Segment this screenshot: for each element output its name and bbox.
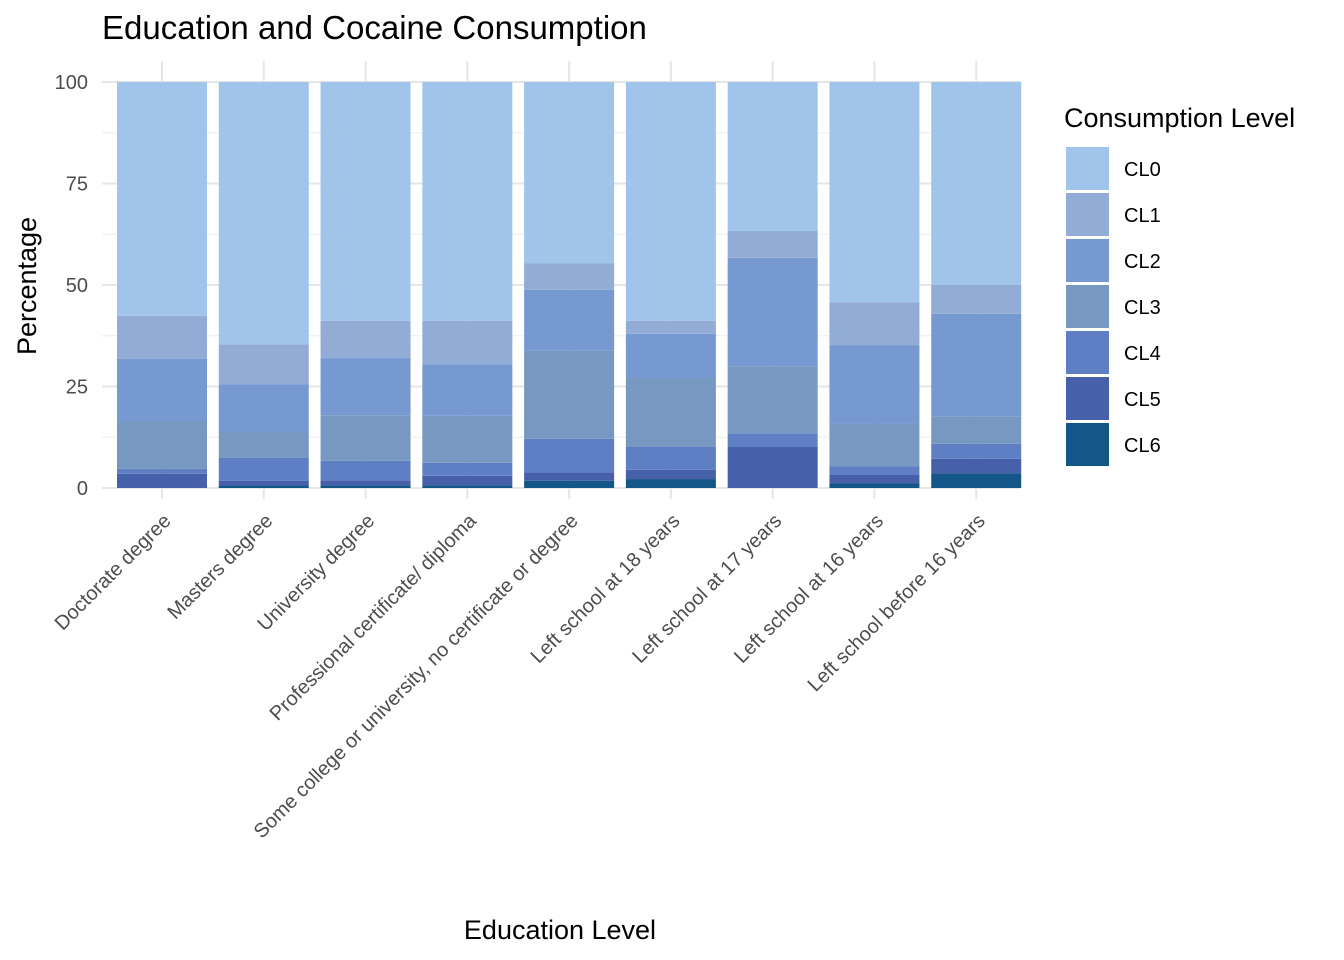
bar-cl2-1	[218, 384, 309, 432]
legend-title: Consumption Level	[1064, 103, 1295, 133]
bar-cl1-3	[422, 320, 513, 365]
bar-cl3-5	[625, 377, 716, 447]
bars-layer	[117, 82, 1022, 488]
bar-cl1-7	[829, 302, 920, 346]
y-axis-title: Percentage	[12, 217, 42, 355]
x-tick-label: Professional certificate/ diploma	[266, 509, 482, 725]
y-tick-label: 100	[55, 72, 88, 94]
bar-cl0-1	[218, 82, 309, 345]
bar-cl5-6	[727, 446, 818, 488]
bar-cl3-0	[117, 421, 207, 469]
bar-cl2-2	[320, 358, 411, 416]
x-tick-label: Masters degree	[163, 510, 277, 624]
bar-cl0-0	[117, 82, 207, 316]
y-tick-label: 0	[77, 478, 88, 500]
bar-cl0-6	[727, 82, 818, 232]
bar-cl3-2	[320, 415, 411, 461]
bar-cl4-2	[320, 460, 411, 481]
bar-cl5-4	[524, 472, 615, 481]
legend-label-cl0: CL0	[1124, 159, 1161, 181]
bar-cl4-8	[931, 443, 1022, 459]
legend-key-cl0	[1066, 147, 1109, 190]
x-axis-title: Education Level	[464, 915, 656, 945]
bar-cl6-3	[422, 485, 513, 488]
bar-cl1-8	[931, 285, 1022, 314]
bar-cl5-5	[625, 469, 716, 480]
bar-cl4-0	[117, 468, 207, 474]
legend-key-cl5	[1066, 377, 1109, 420]
bar-cl0-2	[320, 82, 411, 321]
bar-cl2-5	[625, 333, 716, 378]
bar-cl5-8	[931, 458, 1022, 474]
bar-cl6-4	[524, 480, 615, 488]
bar-cl0-5	[625, 82, 716, 321]
bar-cl5-1	[218, 480, 309, 486]
bar-cl2-3	[422, 364, 513, 416]
chart-title: Education and Cocaine Consumption	[102, 9, 647, 46]
bar-cl0-3	[422, 82, 513, 321]
bar-cl0-4	[524, 82, 615, 264]
legend-key-cl6	[1066, 423, 1109, 466]
bar-cl4-4	[524, 438, 615, 473]
x-tick-label: Left school before 16 years	[804, 510, 990, 696]
bar-cl3-1	[218, 431, 309, 458]
bar-cl5-7	[829, 475, 920, 484]
bar-cl3-3	[422, 415, 513, 463]
bar-cl4-5	[625, 446, 716, 470]
bar-cl4-7	[829, 466, 920, 476]
bar-cl3-8	[931, 416, 1022, 444]
legend-key-cl2	[1066, 239, 1109, 282]
legend-label-cl5: CL5	[1124, 389, 1161, 411]
bar-cl6-5	[625, 479, 716, 488]
bar-cl6-7	[829, 483, 920, 488]
y-tick-label: 75	[66, 174, 88, 196]
bar-cl2-4	[524, 289, 615, 351]
legend-label-cl4: CL4	[1124, 343, 1161, 365]
bar-cl3-7	[829, 423, 920, 467]
bar-cl5-2	[320, 480, 411, 486]
bar-cl5-0	[117, 473, 207, 488]
x-tick-label: Doctorate degree	[51, 510, 176, 635]
y-tick-labels: 0 25 50 75 100	[55, 72, 88, 500]
legend-key-cl3	[1066, 285, 1109, 328]
y-tick-label: 50	[66, 275, 88, 297]
bar-cl2-7	[829, 345, 920, 424]
bar-cl0-8	[931, 82, 1022, 285]
bar-cl4-6	[727, 433, 818, 447]
bar-cl4-1	[218, 457, 309, 481]
bar-cl1-4	[524, 263, 615, 290]
legend-label-cl3: CL3	[1124, 297, 1161, 319]
bar-cl3-6	[727, 366, 818, 434]
bar-cl1-2	[320, 320, 411, 359]
bar-cl2-0	[117, 358, 207, 422]
legend-label-cl2: CL2	[1124, 251, 1161, 273]
bar-cl1-5	[625, 320, 716, 334]
legend-key-cl1	[1066, 193, 1109, 236]
bar-cl6-8	[931, 473, 1022, 488]
bar-cl1-0	[117, 315, 207, 359]
bar-cl2-6	[727, 257, 818, 367]
bar-cl5-3	[422, 475, 513, 486]
legend: CL0 CL1 CL2 CL3 CL4 CL5 CL6	[1066, 147, 1161, 466]
legend-label-cl6: CL6	[1124, 435, 1161, 457]
bar-cl0-7	[829, 82, 920, 303]
bar-cl6-1	[218, 485, 309, 488]
bar-cl4-3	[422, 462, 513, 476]
bar-cl1-6	[727, 231, 818, 258]
bar-cl1-1	[218, 344, 309, 385]
legend-key-cl4	[1066, 331, 1109, 374]
bar-cl6-2	[320, 485, 411, 488]
legend-label-cl1: CL1	[1124, 205, 1161, 227]
bar-cl3-4	[524, 350, 615, 439]
bar-cl2-8	[931, 313, 1022, 417]
y-tick-label: 25	[66, 377, 88, 399]
